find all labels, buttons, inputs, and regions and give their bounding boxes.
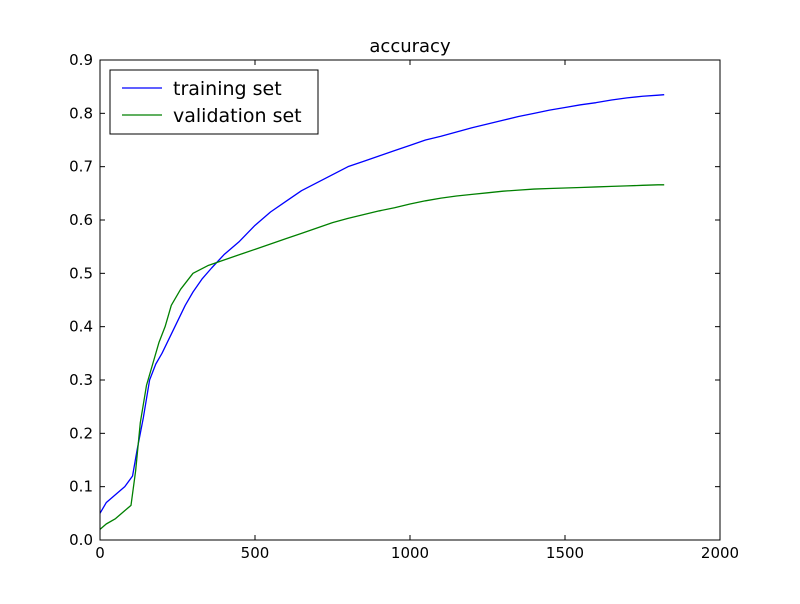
y-tick-label: 0.1: [69, 478, 93, 496]
y-tick-label: 0.4: [69, 318, 93, 336]
y-tick-label: 0.9: [69, 51, 93, 69]
series-line-training-set: [99, 94, 665, 514]
x-tick-label: 500: [241, 544, 270, 562]
plot-area: [100, 60, 720, 540]
legend-label-validation-set: validation set: [173, 105, 302, 127]
series-layer: [99, 94, 665, 530]
y-tick-label: 0.5: [69, 264, 93, 282]
y-tick-label: 0.3: [69, 371, 93, 389]
x-tick-label: 1000: [391, 544, 429, 562]
chart-title: accuracy: [369, 36, 451, 57]
x-tick-label: 0: [95, 544, 105, 562]
y-tick-label: 0.8: [69, 104, 93, 122]
y-tick-label: 0.2: [69, 424, 93, 442]
x-tick-label: 2000: [701, 544, 739, 562]
x-tick-label: 1500: [546, 544, 584, 562]
series-line-validation-set: [99, 184, 665, 530]
y-tick-label: 0.7: [69, 158, 93, 176]
legend-label-training-set: training set: [173, 78, 282, 100]
legend: training set validation set: [109, 69, 319, 135]
y-tick-label: 0.6: [69, 211, 93, 229]
tick-layer: 0 500 1000 1500 2000 0.0 0.1 0.2 0.3 0.4 0.5 0.6 0.7…: [69, 51, 739, 562]
legend-box: [109, 69, 319, 135]
y-tick-label: 0.0: [69, 531, 93, 549]
